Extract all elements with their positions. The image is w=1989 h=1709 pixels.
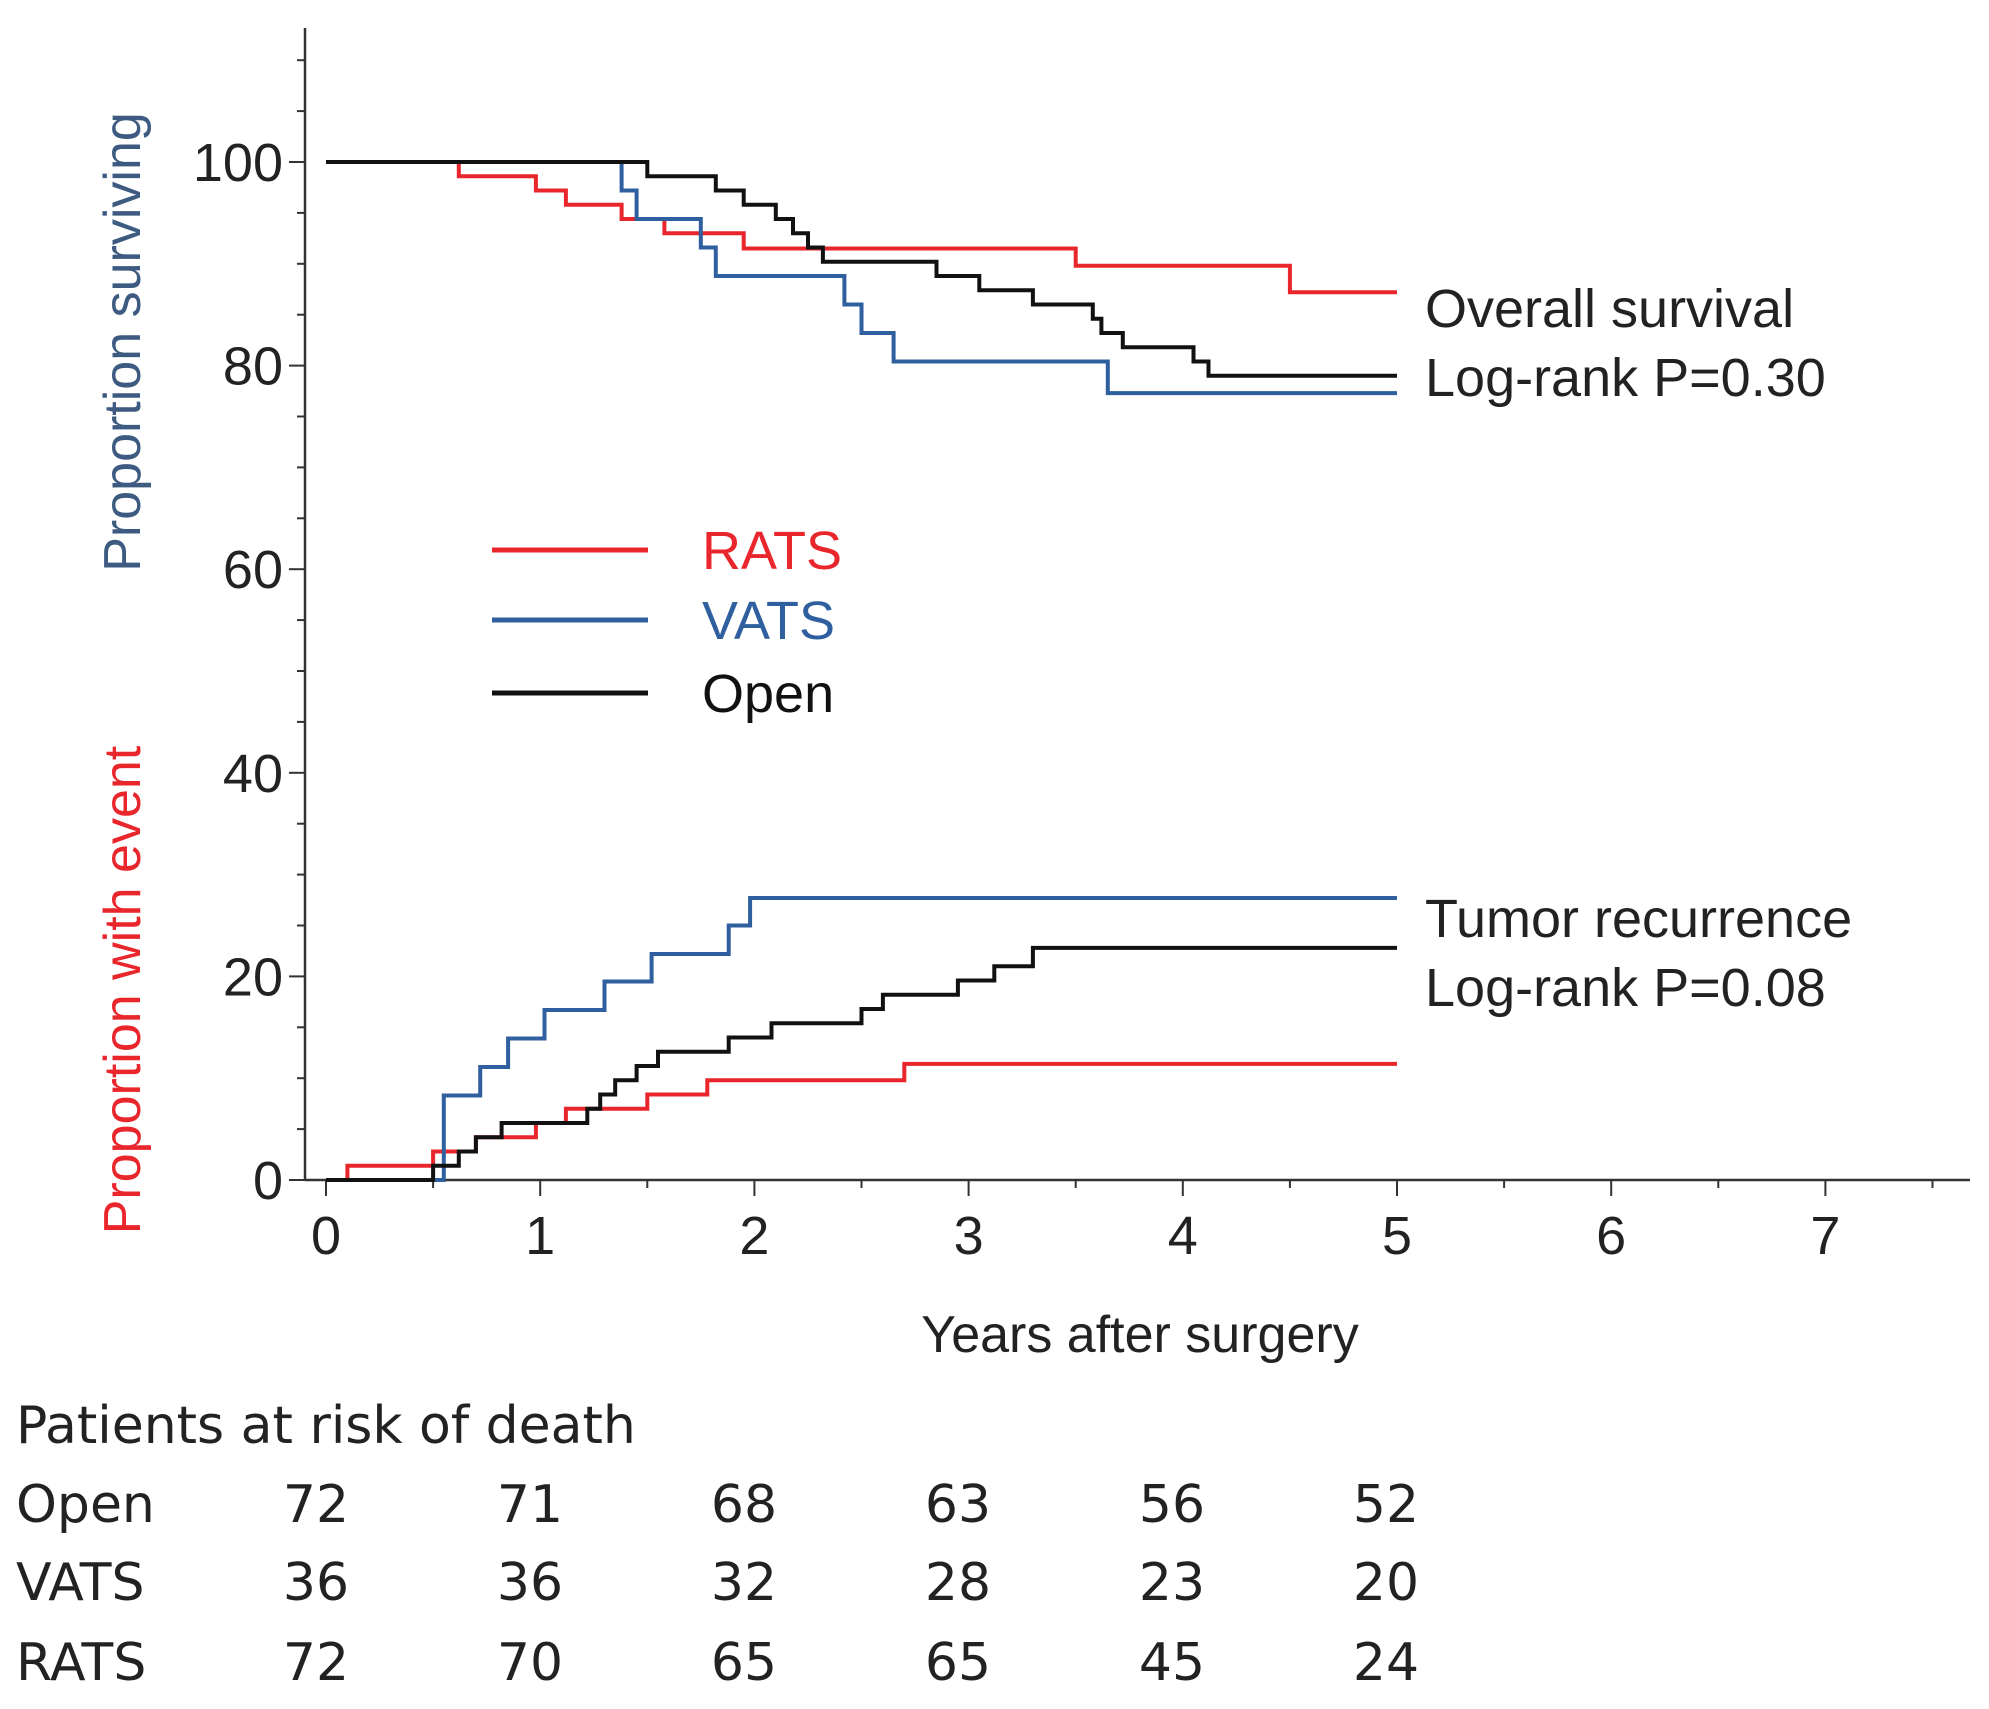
x-tick-label: 1: [525, 1206, 555, 1266]
legend-label-vats: VATS: [702, 591, 835, 651]
risk-cell: 65: [711, 1633, 777, 1693]
risk-cell: 72: [283, 1633, 349, 1693]
risk-cell: 28: [925, 1553, 991, 1613]
y-axis-title-surviving: Proportion surviving: [94, 112, 152, 572]
risk-row-label-rats: RATS: [16, 1633, 146, 1693]
x-tick-label: 3: [954, 1206, 984, 1266]
risk-table: Patients at risk of death Open 72 71 68 63 56…: [16, 1396, 1419, 1693]
curve-rats-overall-survival: [326, 160, 1397, 295]
risk-cell: 32: [711, 1553, 777, 1613]
curve-vats-overall-survival: [326, 160, 1397, 396]
legend-label-rats: RATS: [702, 521, 842, 581]
risk-cell: 68: [711, 1475, 777, 1535]
risk-cell: 36: [283, 1553, 349, 1613]
curve-rats-tumor-recurrence: [326, 1061, 1397, 1182]
x-tick-label: 4: [1168, 1206, 1198, 1266]
x-tick-label: 0: [311, 1206, 341, 1266]
x-tick-label: 5: [1382, 1206, 1412, 1266]
y-tick-label: 100: [193, 133, 283, 193]
y-tick-label: 0: [253, 1151, 283, 1211]
x-tick-label: 2: [739, 1206, 769, 1266]
risk-cell: 36: [497, 1553, 563, 1613]
overall-survival-label: Overall survival: [1425, 279, 1794, 339]
risk-table-title: Patients at risk of death: [16, 1396, 636, 1456]
overall-survival-p-value: Log-rank P=0.30: [1425, 348, 1826, 408]
legend-label-open: Open: [702, 664, 834, 724]
risk-cell: 71: [497, 1475, 563, 1535]
y-tick-label: 60: [223, 540, 283, 600]
risk-cell: 23: [1139, 1553, 1205, 1613]
risk-row-label-vats: VATS: [16, 1553, 145, 1613]
risk-cell: 56: [1139, 1475, 1205, 1535]
risk-cell: 45: [1139, 1633, 1205, 1693]
risk-row-label-open: Open: [16, 1475, 155, 1535]
risk-cell: 65: [925, 1633, 991, 1693]
x-tick-label: 7: [1810, 1206, 1840, 1266]
labels: Proportion surviving Proportion with eve…: [94, 112, 1852, 1364]
y-axis-title-event: Proportion with event: [94, 745, 152, 1234]
curves: [326, 160, 1397, 1182]
axes: 0 20 40 60 80 100 0 1 2 3 4 5 6 7: [193, 28, 1970, 1266]
legend: RATS VATS Open: [492, 521, 842, 724]
tumor-recurrence-p-value: Log-rank P=0.08: [1425, 958, 1826, 1018]
risk-cell: 70: [497, 1633, 563, 1693]
y-tick-label: 40: [223, 744, 283, 804]
curve-open-tumor-recurrence: [326, 945, 1397, 1182]
risk-cell: 52: [1353, 1475, 1419, 1535]
y-tick-label: 80: [223, 337, 283, 397]
x-axis-title: Years after surgery: [921, 1306, 1358, 1364]
y-tick-label: 20: [223, 947, 283, 1007]
risk-cell: 72: [283, 1475, 349, 1535]
risk-cell: 20: [1353, 1553, 1419, 1613]
curve-open-overall-survival: [326, 160, 1397, 378]
curve-vats-tumor-recurrence: [326, 896, 1397, 1182]
risk-cell: 24: [1353, 1633, 1419, 1693]
risk-cell: 63: [925, 1475, 991, 1535]
x-tick-label: 6: [1596, 1206, 1626, 1266]
tumor-recurrence-label: Tumor recurrence: [1425, 889, 1852, 949]
